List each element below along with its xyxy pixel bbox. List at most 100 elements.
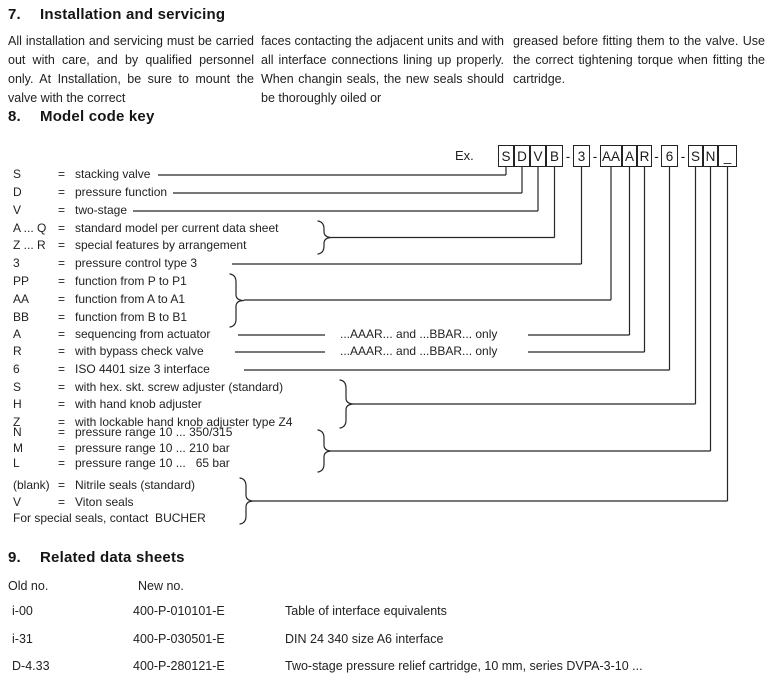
section7-column-1: All installation and servicing must be c… — [8, 34, 254, 105]
model-code-key-row: N = pressure range 10 ... 350/315 — [13, 425, 766, 441]
key-row-code: N — [13, 425, 22, 439]
key-row-code: S — [13, 380, 22, 394]
model-code-key-row: (blank) = Nitrile seals (standard) — [13, 478, 766, 494]
model-code-box: S — [688, 145, 703, 167]
key-row-description: function from P to P1 — [75, 274, 187, 288]
table-cell-description: DIN 24 340 size A6 interface — [285, 632, 444, 646]
section7-column-3: greased before fitting them to the valve… — [513, 34, 765, 86]
model-code-key-row: 6 = ISO 4401 size 3 interface — [13, 362, 766, 378]
model-code-key-row: Z ... R = special features by arrangement — [13, 238, 766, 254]
model-code-separator: - — [654, 148, 659, 164]
key-row-description: standard model per current data sheet — [75, 221, 279, 235]
model-code-key-row: D = pressure function — [13, 185, 766, 201]
model-code-key-row: L = pressure range 10 ... 65 bar — [13, 456, 766, 472]
key-row-equals: = — [58, 478, 66, 492]
key-row-description: pressure range 10 ... 350/315 — [75, 425, 233, 439]
key-row-note: ...AAAR... and ...BBAR... only — [340, 344, 498, 358]
key-row-description: function from B to B1 — [75, 310, 188, 324]
key-row-description: sequencing from actuator — [75, 327, 211, 341]
key-row-equals: = — [58, 256, 66, 270]
key-row-description: with hand knob adjuster — [75, 397, 202, 411]
key-row-equals: = — [58, 456, 66, 470]
key-row-code: BB — [13, 310, 30, 324]
key-row-equals: = — [58, 362, 66, 376]
model-code-key-row: H = with hand knob adjuster — [13, 397, 766, 413]
model-code-key-row: Z = with lockable hand knob adjuster type … — [13, 415, 766, 431]
table-column-header: Old no. — [8, 579, 49, 593]
key-row-equals: = — [58, 274, 66, 288]
key-row-description: with bypass check valve — [75, 344, 204, 358]
key-row-code: A ... Q — [13, 221, 47, 235]
key-row-equals: = — [58, 425, 66, 439]
key-row-equals: = — [58, 185, 66, 199]
model-code-key-row: S = with hex. skt. screw adjuster (standar… — [13, 380, 766, 396]
section7-number: 7. — [8, 6, 21, 23]
key-row-description: stacking valve — [75, 167, 151, 181]
model-code-box: 6 — [661, 145, 678, 167]
key-row-description: pressure control type 3 — [75, 256, 198, 270]
key-row-description: Viton seals — [75, 495, 134, 509]
key-row-equals: = — [58, 397, 66, 411]
key-row-code: 6 — [13, 362, 20, 376]
key-row-code: 3 — [13, 256, 20, 270]
model-code-key-row: V = Viton seals — [13, 495, 766, 511]
model-code-key-row: BB = function from B to B1 — [13, 310, 766, 326]
model-code-key-row: R = with bypass check valve ...AAAR... and … — [13, 344, 766, 360]
key-row-description: function from A to A1 — [75, 292, 186, 306]
model-code-box: B — [546, 145, 563, 167]
key-row-equals: = — [58, 310, 66, 324]
section9-title: Related data sheets — [40, 549, 185, 566]
key-row-code: V — [13, 203, 22, 217]
model-code-key-row: AA = function from A to A1 — [13, 292, 766, 308]
model-code-separator: - — [680, 148, 686, 164]
model-code-box: N — [703, 145, 718, 167]
key-row-description: pressure function — [75, 185, 168, 199]
table-cell-description: Two-stage pressure relief cartridge, 10 … — [285, 659, 643, 673]
key-row-equals: = — [58, 415, 66, 429]
key-row-code: AA — [13, 292, 30, 306]
key-row-description: with hex. skt. screw adjuster (standard) — [75, 380, 284, 394]
model-code-key-row: V = two-stage — [13, 203, 766, 219]
section9-number: 9. — [8, 549, 21, 566]
model-code-box: V — [530, 145, 546, 167]
key-row-description: Nitrile seals (standard) — [75, 478, 196, 492]
model-code-box: 3 — [573, 145, 590, 167]
key-row-equals: = — [58, 238, 66, 252]
table-column-header: New no. — [138, 579, 184, 593]
table-cell-old-no: i-00 — [12, 604, 33, 618]
model-code-key-row: 3 = pressure control type 3 — [13, 256, 766, 272]
section7-column-2: faces contacting the adjacent units and … — [261, 34, 504, 105]
key-row-description: ISO 4401 size 3 interface — [75, 362, 210, 376]
key-row-description: with lockable hand knob adjuster type Z4 — [75, 415, 293, 429]
key-row-equals: = — [58, 495, 66, 509]
table-cell-old-no: D-4.33 — [12, 659, 50, 673]
key-row-code: A — [13, 327, 22, 341]
section8-heading: 8. Model code key — [8, 108, 155, 125]
key-row-equals: = — [58, 292, 66, 306]
section9-heading: 9. Related data sheets — [8, 549, 185, 566]
model-code-box: D — [514, 145, 530, 167]
key-row-note: ...AAAR... and ...BBAR... only — [340, 327, 498, 341]
key-row-code: D — [13, 185, 22, 199]
table-cell-new-no: 400-P-010101-E — [133, 604, 225, 618]
table-cell-new-no: 400-P-030501-E — [133, 632, 225, 646]
model-code-box: R — [637, 145, 652, 167]
table-cell-description: Table of interface equivalents — [285, 604, 447, 618]
key-row-code: L — [13, 456, 20, 470]
key-row-description: pressure range 10 ... 210 bar — [75, 441, 230, 455]
key-row-description: pressure range 10 ... 65 bar — [75, 456, 230, 470]
key-row-code: V — [13, 495, 22, 509]
model-code-key-row: A ... Q = standard model per current data … — [13, 221, 766, 237]
model-code-key-row: A = sequencing from actuator ...AAAR... and… — [13, 327, 766, 343]
section8-number: 8. — [8, 108, 21, 125]
key-row-equals: = — [58, 167, 66, 181]
key-row-code: Z — [13, 415, 21, 429]
model-code-key-row: M = pressure range 10 ... 210 bar — [13, 441, 766, 457]
section8-title: Model code key — [40, 108, 155, 125]
section7-heading: 7. Installation and servicing — [8, 6, 225, 23]
key-row-code: R — [13, 344, 22, 358]
model-code-separator: - — [592, 148, 598, 164]
key-row-equals: = — [58, 327, 66, 341]
model-code-box: AA — [600, 145, 622, 167]
